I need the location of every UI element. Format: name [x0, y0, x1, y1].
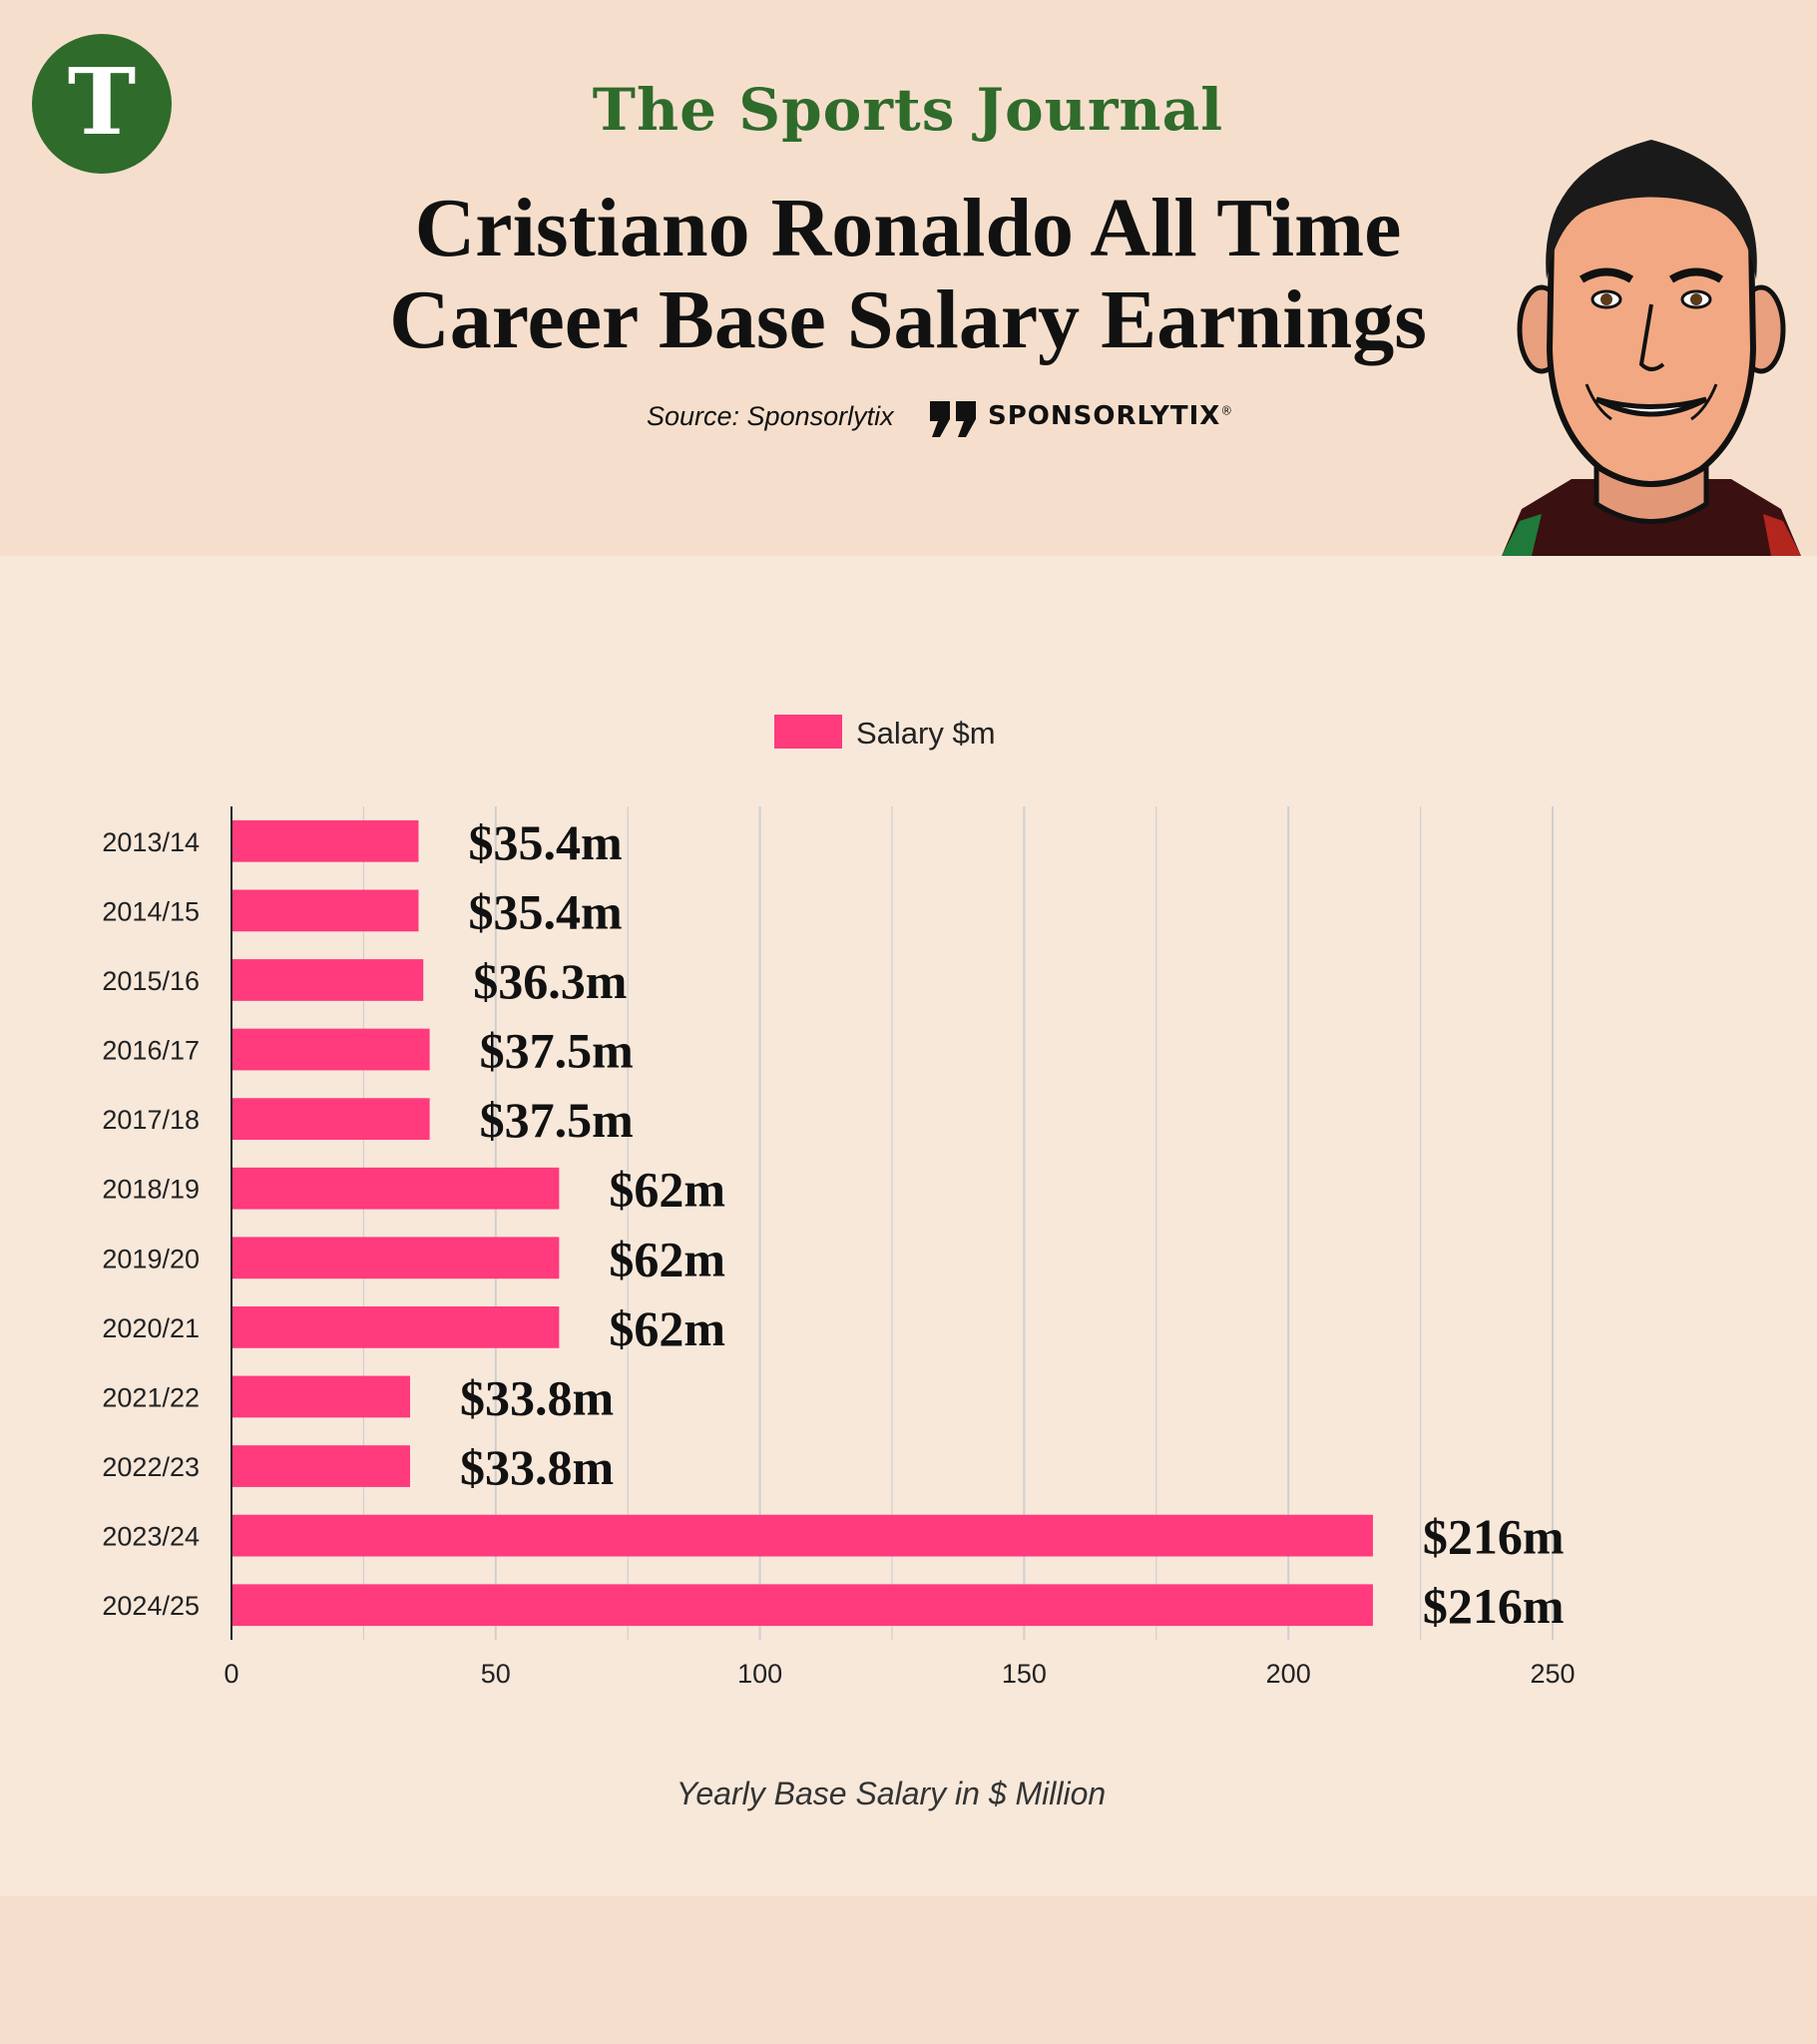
category-label: 2015/16	[102, 966, 200, 996]
x-tick-labels: 0 50 100 150 200 250	[224, 1659, 1575, 1689]
category-label: 2014/15	[102, 896, 200, 926]
data-label: $33.8m	[460, 1439, 614, 1495]
sponsorlytix-wordmark: SPONSORLYTIX®	[988, 401, 1233, 431]
sponsorlytix-logo-icon	[930, 401, 976, 437]
bar	[231, 889, 419, 932]
data-label: $36.3m	[473, 953, 627, 1009]
category-label: 2023/24	[102, 1522, 200, 1552]
data-label: $216m	[1423, 1578, 1565, 1634]
bar	[231, 1167, 560, 1210]
category-label: 2024/25	[102, 1591, 200, 1621]
sponsor-name: SPONSORLYTIX	[988, 401, 1221, 431]
category-label: 2019/20	[102, 1244, 200, 1274]
x-tick-label: 250	[1530, 1659, 1575, 1689]
data-label: $33.8m	[460, 1369, 614, 1425]
data-label: $62m	[609, 1231, 725, 1286]
bar	[231, 1584, 1373, 1627]
legend-swatch	[774, 715, 842, 749]
title-line-1: Cristiano Ronaldo All Time	[414, 182, 1402, 274]
category-label: 2021/22	[102, 1382, 200, 1412]
logo-icon: T	[32, 34, 172, 174]
header-band	[0, 0, 1817, 556]
x-tick-label: 50	[481, 1659, 511, 1689]
category-label: 2016/17	[102, 1036, 200, 1066]
x-axis-title: Yearly Base Salary in $ Million	[677, 1776, 1106, 1811]
bar	[231, 819, 419, 862]
source-credit: Source: Sponsorlytix	[647, 401, 894, 431]
category-label: 2020/21	[102, 1313, 200, 1343]
x-tick-label: 100	[737, 1659, 782, 1689]
x-tick-label: 150	[1002, 1659, 1047, 1689]
bar	[231, 1514, 1373, 1557]
data-label: $35.4m	[468, 883, 622, 939]
registered-mark: ®	[1220, 403, 1234, 418]
bar	[231, 1028, 430, 1071]
bar	[231, 1098, 430, 1140]
bar	[231, 1375, 411, 1418]
data-label: $35.4m	[468, 814, 622, 870]
data-label: $37.5m	[480, 1092, 634, 1148]
data-label: $216m	[1423, 1509, 1565, 1565]
player-portrait-illustration	[1502, 140, 1801, 556]
data-label: $62m	[609, 1300, 725, 1356]
chart-panel	[0, 556, 1817, 1896]
data-labels: $35.4m $35.4m $36.3m $37.5m $37.5m $62m $62m $6…	[460, 814, 1565, 1634]
page-title: Cristiano Ronaldo All Time Career Base S…	[299, 183, 1517, 366]
gridlines	[362, 806, 1554, 1640]
data-label: $62m	[609, 1162, 725, 1218]
category-label: 2013/14	[102, 827, 200, 857]
brand-title: The Sports Journal	[592, 76, 1224, 144]
x-tick-label: 200	[1266, 1659, 1311, 1689]
bar	[231, 1306, 560, 1348]
bars	[231, 819, 1373, 1627]
category-label: 2018/19	[102, 1175, 200, 1205]
data-label: $37.5m	[480, 1023, 634, 1079]
category-label: 2022/23	[102, 1452, 200, 1482]
bar	[231, 959, 424, 1001]
title-line-2: Career Base Salary Earnings	[389, 273, 1427, 366]
logo-letter: T	[68, 48, 136, 156]
legend: Salary $m	[774, 715, 996, 751]
legend-label: Salary $m	[856, 716, 996, 751]
bar	[231, 1445, 411, 1487]
category-label: 2017/18	[102, 1105, 200, 1135]
footer-band	[0, 1896, 1817, 2044]
bar	[231, 1237, 560, 1279]
x-tick-label: 0	[224, 1659, 238, 1689]
category-labels: 2013/14 2014/15 2015/16 2016/17 2017/18 2018/…	[102, 827, 200, 1621]
